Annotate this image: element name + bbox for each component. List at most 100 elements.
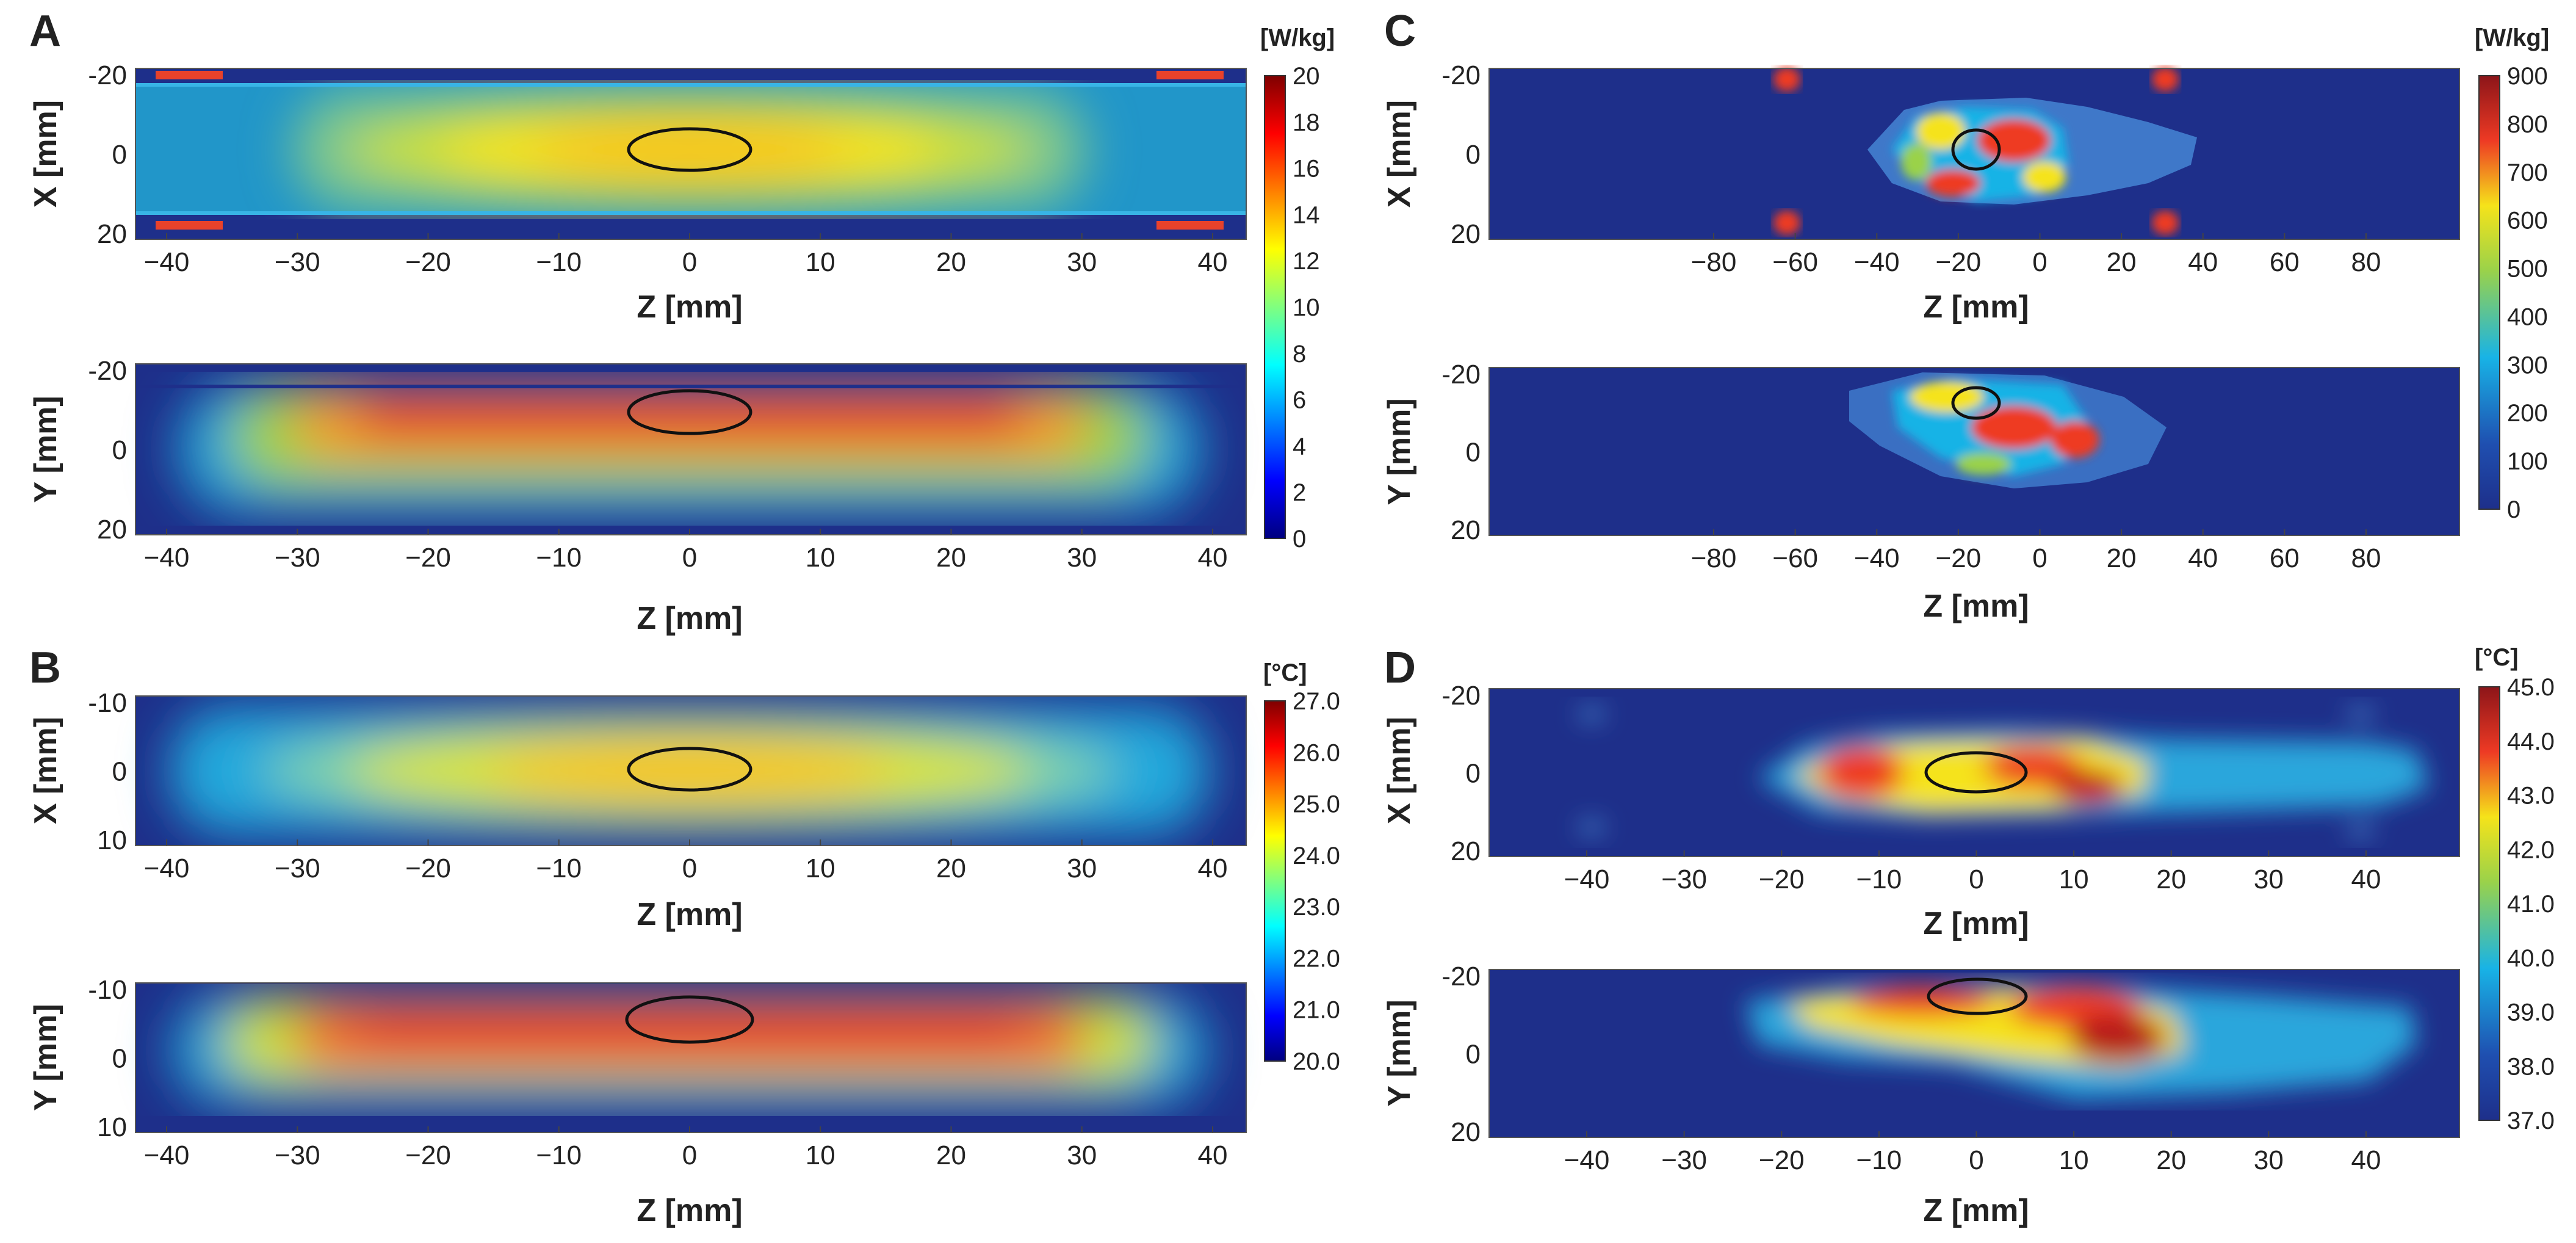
d-xz-xlabel: Z [mm] (1923, 906, 2029, 941)
xtick-label: 30 (1067, 1140, 1097, 1170)
colorbar-tick-label: 800 (2507, 111, 2548, 138)
xtick-label: 20 (2156, 1145, 2186, 1175)
xtick-label: −10 (536, 1140, 582, 1170)
b-xz-ylabel: X [mm] (28, 717, 63, 824)
colorbar-tick-label: 39.0 (2507, 999, 2555, 1026)
xtick-label: −30 (275, 1140, 320, 1170)
colorbar-tick-label: 500 (2507, 256, 2548, 283)
d-xz-xtick-group: −40 −30 −20 −10 0 10 20 30 40 (1564, 850, 2381, 894)
ytick-label: 20 (1451, 836, 1481, 866)
d-xz-ytick-group: -20 0 20 (1441, 681, 1481, 866)
colorbar-tick-label: 25.0 (1293, 791, 1340, 818)
ytick-label: -20 (88, 356, 127, 386)
xtick-label: −60 (1772, 247, 1818, 277)
b-xz-xlabel: Z [mm] (637, 897, 742, 932)
xtick-label: −40 (1854, 543, 1900, 573)
colorbar-tick-label: 23.0 (1293, 894, 1340, 921)
xtick-label: 30 (2254, 864, 2284, 894)
colorbar-tick-label: 38.0 (2507, 1053, 2555, 1080)
panel-c: -20 0 20 −80 −60 −40 −20 0 20 40 60 80 X [mm] Z [m… (1382, 24, 2549, 624)
colorbar-tick-label: 14 (1293, 201, 1320, 228)
colorbar-tick-label: 16 (1293, 156, 1320, 183)
xtick-label: 20 (936, 853, 966, 883)
colorbar-tick-label: 20 (1293, 63, 1320, 90)
tumor-outline (1951, 128, 2001, 171)
ytick-label: -20 (1441, 681, 1481, 711)
colorbar-tick-label: 20.0 (1293, 1048, 1340, 1075)
xtick-label: 60 (2270, 247, 2300, 277)
xtick-label: 0 (682, 1140, 697, 1170)
heatmap-a-yz (135, 364, 1246, 535)
xtick-label: −40 (1854, 247, 1900, 277)
a-yz-xtick-group: −40 −30 −20 −10 0 10 20 30 40 (144, 529, 1228, 573)
b-xz-ytick-group: -10 0 10 (88, 688, 127, 855)
c-xz-ylabel: X [mm] (1382, 100, 1417, 208)
xtick-label: −20 (1936, 543, 1982, 573)
colorbar-tick-label: 400 (2507, 303, 2548, 330)
xtick-label: 0 (682, 247, 697, 277)
heatmap-b-yz (135, 983, 1246, 1132)
xtick-label: 30 (2254, 1145, 2284, 1175)
xtick-label: −40 (1564, 1145, 1610, 1175)
colorbar-tick-label: 41.0 (2507, 891, 2555, 918)
colorbar-tick-label: 43.0 (2507, 783, 2555, 810)
a-xz-ylabel: X [mm] (28, 100, 63, 208)
tumor-outline (1951, 386, 2001, 420)
colorbar-tick-label: 10 (1293, 294, 1320, 321)
xtick-label: 20 (936, 543, 966, 573)
ytick-label: 0 (1466, 759, 1481, 789)
ytick-label: 20 (1451, 515, 1481, 545)
ytick-label: 20 (1451, 1117, 1481, 1147)
heatmap-c-yz (1489, 368, 2459, 535)
panel-letter-c: C (1384, 7, 1416, 56)
ytick-label: 20 (1451, 219, 1481, 249)
c-yz-xlabel: Z [mm] (1923, 589, 2029, 624)
colorbar-tick-label: 37.0 (2507, 1107, 2555, 1134)
xtick-label: 10 (806, 543, 835, 573)
colorbar-d-ticks: 45.0 44.0 43.0 42.0 41.0 40.0 39.0 38.0 37.0 (2507, 674, 2555, 1134)
xtick-label: 0 (2032, 247, 2047, 277)
ytick-label: 0 (1466, 438, 1481, 468)
c-xz-ytick-group: -20 0 20 (1441, 60, 1481, 249)
xtick-label: −40 (144, 1140, 190, 1170)
d-yz-ytick-group: -20 0 20 (1441, 962, 1481, 1147)
xtick-label: −60 (1772, 543, 1818, 573)
colorbar-tick-label: 600 (2507, 208, 2548, 234)
xtick-label: −10 (536, 543, 582, 573)
xtick-label: −30 (275, 247, 320, 277)
xtick-label: −40 (1564, 864, 1610, 894)
ytick-label: 0 (1466, 140, 1481, 170)
colorbar-c-ticks: 900 800 700 600 500 400 300 200 100 0 (2507, 63, 2548, 523)
colorbar-tick-label: 8 (1293, 341, 1306, 368)
a-yz-ytick-group: -20 0 20 (88, 356, 127, 545)
c-xz-xtick-group: −80 −60 −40 −20 0 20 40 60 80 (1691, 233, 2381, 277)
c-yz-ytick-group: -20 0 20 (1441, 360, 1481, 545)
colorbar-tick-label: 42.0 (2507, 836, 2555, 863)
colorbar-tick-label: 22.0 (1293, 945, 1340, 972)
c-yz-xtick-group: −80 −60 −40 −20 0 20 40 60 80 (1691, 529, 2381, 573)
xtick-label: 30 (1067, 543, 1097, 573)
xtick-label: 40 (1198, 543, 1228, 573)
xtick-label: −10 (536, 247, 582, 277)
xtick-label: 40 (2351, 864, 2381, 894)
c-yz-ylabel: Y [mm] (1382, 398, 1417, 505)
xtick-label: 30 (1067, 853, 1097, 883)
xtick-label: 30 (1067, 247, 1097, 277)
panel-letter-b: B (29, 643, 61, 692)
c-xz-xlabel: Z [mm] (1923, 289, 2029, 325)
colorbar-tick-label: 6 (1293, 387, 1306, 414)
a-yz-ylabel: Y [mm] (28, 396, 63, 502)
b-yz-ylabel: Y [mm] (28, 1004, 63, 1111)
tumor-outline (1924, 751, 2028, 794)
xtick-label: −10 (1856, 1145, 1902, 1175)
xtick-label: 20 (2156, 864, 2186, 894)
b-yz-xtick-group: −40 −30 −20 −10 0 10 20 30 40 (144, 1126, 1227, 1170)
heatmap-b-xz (135, 696, 1246, 846)
xtick-label: 20 (936, 1140, 966, 1170)
panel-letter-d: D (1384, 643, 1416, 692)
colorbar-tick-label: 45.0 (2507, 674, 2555, 701)
ytick-label: -20 (1441, 360, 1481, 390)
ytick-label: 10 (97, 825, 127, 855)
xtick-label: −30 (275, 853, 320, 883)
